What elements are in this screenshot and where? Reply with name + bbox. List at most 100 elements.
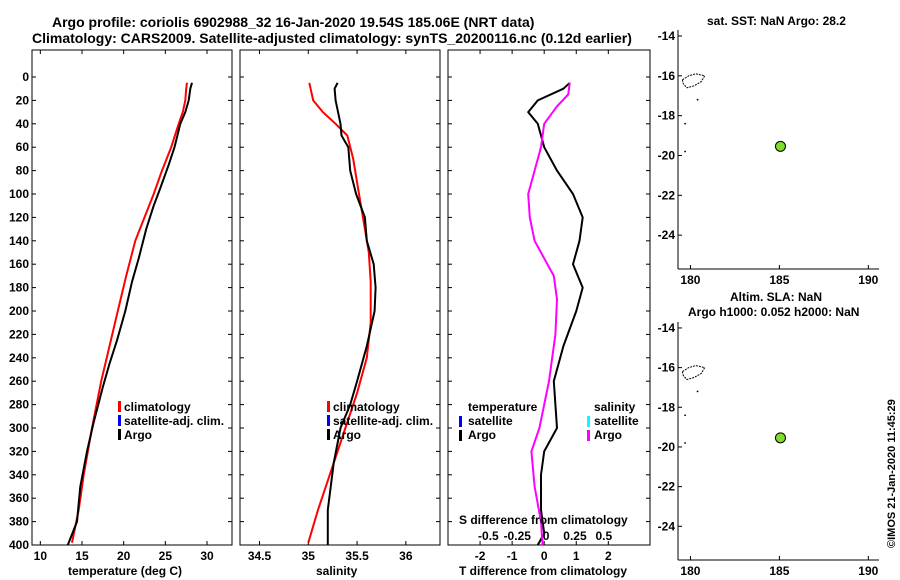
map-y-tick-label: -18 (658, 109, 676, 123)
island-dot (684, 414, 687, 417)
x-tick-label: 34.5 (248, 549, 272, 563)
x-tick-label: -1 (507, 549, 518, 563)
x-tick-label: 10 (34, 549, 48, 563)
legend-s-argo-swatch (587, 430, 590, 441)
y-tick-label: 20 (16, 93, 30, 107)
y-tick-label: 400 (9, 538, 29, 552)
legend-t-argo-swatch (459, 430, 462, 441)
map-y-tick-label: -22 (658, 188, 676, 202)
x-tick-label: 30 (200, 549, 214, 563)
t-difference-argo-line (527, 82, 584, 546)
legend-satellite-swatch (118, 415, 121, 426)
s-difference-argo-line (527, 82, 571, 546)
y-tick-label: 160 (9, 257, 29, 271)
salinity-xlabel: salinity (316, 564, 358, 578)
map-x-tick-label: 190 (858, 273, 878, 287)
legend-satellite-label: satellite-adj. clim. (124, 414, 224, 428)
climatology-line (307, 82, 372, 543)
y-tick-label: 180 (9, 281, 29, 295)
plot-frame (239, 49, 441, 546)
y-tick-label: 60 (16, 140, 30, 154)
y-tick-label: 360 (9, 491, 29, 505)
map-x-tick-label: 185 (769, 564, 789, 578)
map-y-tick-label: -24 (658, 519, 676, 533)
map-y-tick-label: -20 (658, 148, 676, 162)
legend-climatology-label: climatology (333, 400, 400, 414)
legend-t-argo-label: Argo (468, 428, 496, 442)
y-tick-label: 100 (9, 187, 29, 201)
legend-s-satellite-label: satellite (594, 414, 639, 428)
island-dot (684, 442, 687, 444)
legend-climatology-swatch (327, 401, 330, 412)
legend-climatology-label: climatology (124, 400, 191, 414)
map-y-tick-label: -22 (658, 480, 676, 494)
temperature-panel: 0 20 40 60 80 100 120 140 160 180 200 220 240 260 280 3… (9, 49, 233, 563)
y-tick-label: 140 (9, 234, 29, 248)
legend-t-satellite-swatch (459, 416, 462, 427)
x-tick-label: 15 (75, 549, 89, 563)
y-tick-label: 120 (9, 210, 29, 224)
x-top-tick-label: 0.5 (595, 529, 612, 543)
salinity-legend: climatology satellite-adj. clim. Argo (327, 400, 433, 442)
difference-legend-temperature: temperature satellite Argo (459, 400, 538, 442)
figure-title-line2: Climatology: CARS2009. Satellite-adjuste… (32, 30, 632, 46)
map-x-tick-label: 185 (769, 273, 789, 287)
y-tick-label: 380 (9, 515, 29, 529)
sst-map-panel: -14 -16 -18 -20 -22 -24 180 185 190 (658, 29, 879, 287)
s-difference-xlabel: S difference from climatology (459, 513, 628, 527)
x-tick-label: -2 (475, 549, 486, 563)
y-tick-label: 320 (9, 444, 29, 458)
figure-title-line1: Argo profile: coriolis 6902988_32 16-Jan… (52, 14, 534, 30)
x-top-tick-label: -0.5 (478, 529, 499, 543)
argo-line (66, 82, 193, 546)
map-y-tick-label: -18 (658, 400, 676, 414)
legend-satellite-swatch (327, 415, 330, 426)
y-tick-label: 340 (9, 468, 29, 482)
island-dot (684, 122, 687, 125)
y-tick-label: 220 (9, 327, 29, 341)
x-tick-label: 2 (605, 549, 612, 563)
legend-argo-swatch (118, 429, 121, 440)
x-top-tick-label: 0.25 (563, 529, 587, 543)
x-tick-label: 36 (399, 549, 413, 563)
temperature-legend: climatology satellite-adj. clim. Argo (118, 400, 224, 442)
legend-t-satellite-label: satellite (468, 414, 513, 428)
legend-argo-label: Argo (333, 428, 361, 442)
x-tick-label: 35 (302, 549, 316, 563)
island-dot (684, 150, 687, 153)
x-tick-label: 0 (541, 549, 548, 563)
map-x-tick-label: 180 (680, 273, 700, 287)
island-dot (696, 390, 699, 393)
island-outline (681, 73, 706, 89)
plot-frame (447, 49, 651, 546)
legend-argo-swatch (327, 429, 330, 440)
island-dot (696, 98, 699, 101)
legend-s-argo-label: Argo (594, 428, 622, 442)
legend-argo-label: Argo (124, 428, 152, 442)
y-tick-label: 240 (9, 351, 29, 365)
x-tick-label: 35.5 (345, 549, 369, 563)
y-tick-label: 40 (16, 117, 30, 131)
map-x-tick-label: 190 (858, 564, 878, 578)
y-tick-label: 200 (9, 304, 29, 318)
x-tick-label: 25 (159, 549, 173, 563)
sst-map-title: sat. SST: NaN Argo: 28.2 (707, 14, 846, 28)
climatology-line (71, 82, 188, 543)
sla-map-title-line1: Altim. SLA: NaN (730, 290, 822, 304)
y-tick-label: 80 (16, 164, 30, 178)
island-outline (681, 365, 706, 381)
map-y-tick-label: -24 (658, 228, 676, 242)
credit-text: ©IMOS 21-Jan-2020 11:45:29 (886, 399, 898, 548)
map-y-tick-label: -14 (658, 321, 676, 335)
difference-legend-salinity: salinity satellite Argo (587, 400, 639, 442)
legend-s-satellite-swatch (587, 416, 590, 427)
t-difference-xlabel: T difference from climatology (459, 564, 627, 578)
argo-line (326, 82, 377, 545)
x-tick-label: 20 (117, 549, 131, 563)
sla-map-panel: -14 -16 -18 -20 -22 -24 180 185 190 (658, 321, 879, 578)
temperature-xlabel: temperature (deg C) (68, 564, 182, 578)
y-tick-label: 0 (22, 70, 29, 84)
salinity-panel: 34.5 35 35.5 36 (239, 49, 441, 563)
plot-frame (31, 49, 233, 546)
